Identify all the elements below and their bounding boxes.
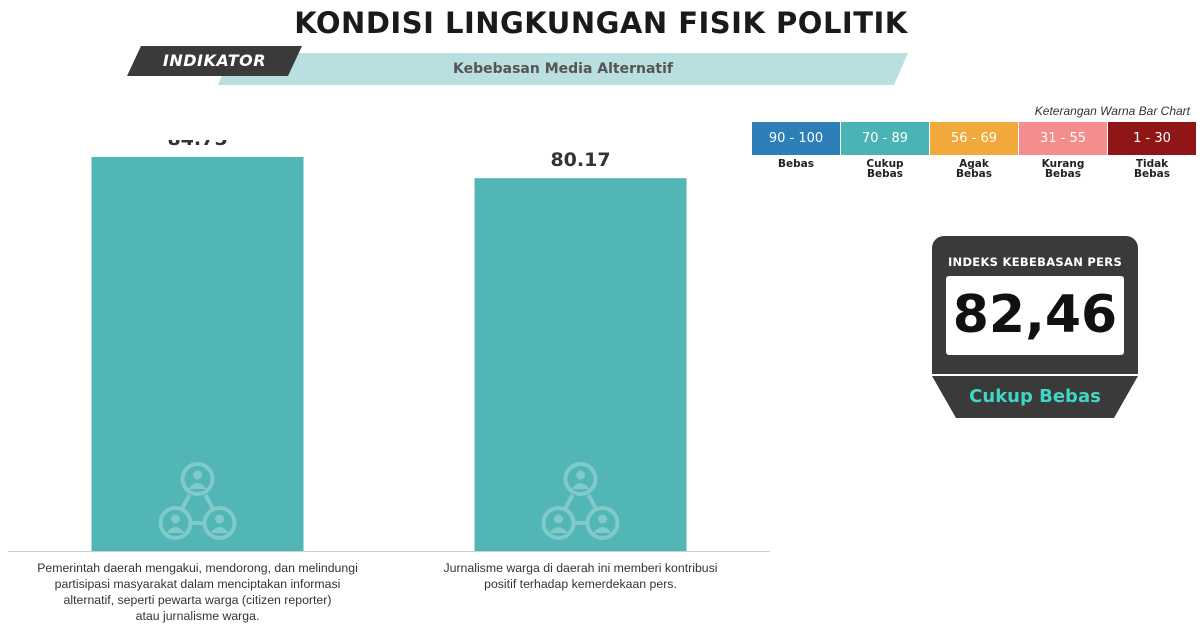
legend-item-tidak-bebas: 1 - 30 Tidak Bebas [1108, 122, 1196, 179]
index-title: INDEKS KEBEBASAN PERS [947, 255, 1123, 269]
indicator-tag [127, 46, 302, 76]
legend-item-agak-bebas: 56 - 69 Agak Bebas [930, 122, 1018, 179]
index-value: 82,46 [952, 285, 1118, 345]
legend-item-cukup-bebas: 70 - 89 Cukup Bebas [841, 122, 929, 179]
legend-swatch: 56 - 69 [930, 122, 1018, 155]
legend-swatch: 90 - 100 [752, 122, 840, 155]
legend-item-kurang-bebas: 31 - 55 Kurang Bebas [1019, 122, 1107, 179]
bar-chart: 84.75 Pemerintah daerah mengakui, mendoro… [8, 140, 770, 623]
legend-label: Bebas [778, 158, 814, 170]
index-value-box [946, 276, 1124, 355]
data-label: 84.75 [167, 140, 227, 150]
people-network-icon [541, 462, 620, 540]
category-label: Jurnalisme warga di daerah ini memberi k… [443, 561, 717, 591]
page-title: KONDISI LINGKUNGAN FISIK POLITIK [294, 6, 908, 40]
people-network-icon [158, 462, 237, 540]
bar [474, 178, 687, 551]
legend-label: Cukup Bebas [866, 158, 904, 180]
legend-swatch: 70 - 89 [841, 122, 929, 155]
legend-item-bebas: 90 - 100 Bebas [752, 122, 840, 179]
indicator-value: Kebebasan Media Alternatif [453, 61, 673, 77]
indicator-tag-label: INDIKATOR [162, 51, 267, 70]
legend-label: Tidak Bebas [1134, 158, 1170, 180]
category-label: Pemerintah daerah mengakui, mendorong, d… [37, 561, 358, 623]
data-label: 80.17 [550, 149, 610, 171]
index-status-band [932, 376, 1138, 418]
legend-label: Kurang Bebas [1041, 158, 1085, 180]
bar [91, 156, 304, 551]
legend-label: Agak Bebas [956, 158, 992, 180]
legend-swatch: 31 - 55 [1019, 122, 1107, 155]
legend: 90 - 100 Bebas 70 - 89 Cukup Bebas 56 - … [752, 122, 1197, 179]
index-status: Cukup Bebas [969, 386, 1101, 407]
indicator-band [218, 53, 908, 85]
legend-title: Keterangan Warna Bar Chart [1034, 104, 1190, 118]
legend-swatch: 1 - 30 [1108, 122, 1196, 155]
